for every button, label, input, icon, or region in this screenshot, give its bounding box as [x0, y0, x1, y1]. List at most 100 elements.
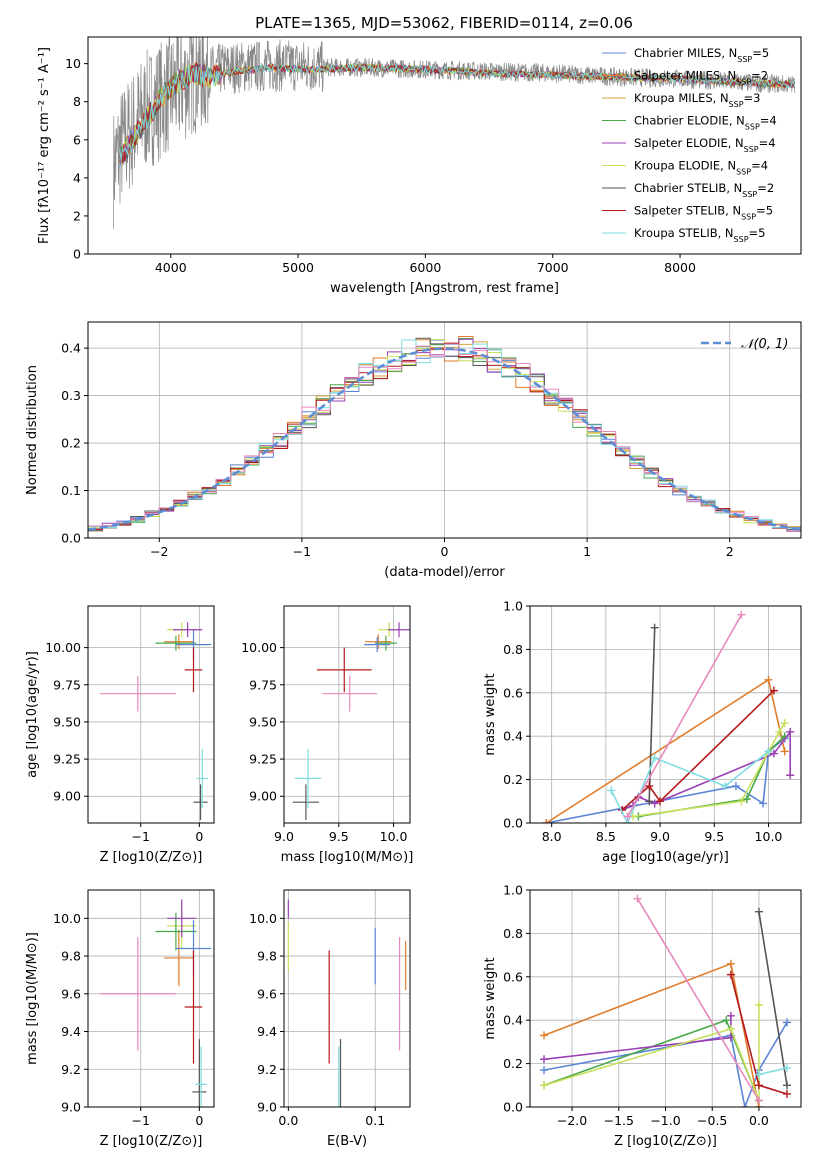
legend-label: Kroupa STELIB, NSSP=5 [634, 226, 765, 244]
weight-line [758, 1067, 788, 1076]
plus-marker [645, 782, 654, 791]
plus-marker [786, 771, 795, 780]
y-tick-label: 0.4 [503, 729, 523, 744]
weight-line [543, 1005, 760, 1101]
y-tick-label: 1.0 [503, 883, 523, 898]
x-tick-label: 9.0 [650, 829, 670, 844]
x-axis-label: mass [log10(M/M⊙)] [281, 850, 414, 865]
x-tick-label: 2 [726, 544, 734, 559]
axes-frame [87, 889, 215, 1108]
error-point [167, 899, 197, 938]
error-point [164, 929, 194, 987]
axes-frame [87, 605, 215, 824]
y-tick-label: 10.0 [53, 911, 81, 926]
x-tick-label: 9.5 [329, 829, 349, 844]
panel-age_vs_Z: −1 0 9.00 9.25 9.50 9.75 10.00 Z [log10(Z/Z⊙)] a… [25, 605, 215, 865]
plus-marker [782, 1089, 791, 1098]
panel-age_vs_mass: 9.0 9.5 10.0 9.00 9.25 9.50 9.75 10.00 mass [log… [241, 605, 414, 865]
plus-marker [754, 907, 763, 916]
y-axis-label: mass weight [483, 957, 498, 1039]
axes-frame [529, 605, 802, 824]
x-tick-label: −0.5 [697, 1113, 727, 1128]
x-tick-label: −1 [132, 829, 150, 844]
y-tick-label: 9.4 [61, 1024, 81, 1039]
plot-area [287, 899, 407, 1107]
panel-residuals: −2 −1 0 1 2 0.0 0.1 0.2 0.3 0.4 (data-model)/error… [25, 321, 802, 580]
legend-label: Salpeter STELIB, NSSP=5 [634, 204, 773, 222]
legend-label: Chabrier ELODIE, NSSP=4 [634, 114, 777, 132]
plus-marker [780, 747, 789, 756]
error-point [193, 784, 208, 821]
x-tick-label: 0.1 [365, 1113, 385, 1128]
panel-weight_vs_age: 8.0 8.5 9.0 9.5 10.0 0.0 0.2 0.4 0.6 0.8 1.0 age [l… [483, 599, 802, 865]
x-tick-label: −1.5 [604, 1113, 634, 1128]
legend-label: Salpeter ELODIE, NSSP=4 [634, 136, 776, 154]
plus-marker [782, 1081, 791, 1090]
weight-line [546, 737, 786, 823]
x-tick-label: 0.0 [749, 1113, 769, 1128]
plus-marker [607, 786, 616, 795]
y-tick-label: 9.75 [249, 677, 277, 692]
y-tick-label: 8 [73, 94, 81, 109]
plus-marker [721, 782, 730, 791]
plus-marker [764, 747, 773, 756]
y-axis-label: Flux [fλ10⁻¹⁷ erg cm⁻² s⁻¹ A⁻¹] [37, 47, 52, 244]
plus-marker [650, 753, 659, 762]
plot-area [99, 899, 212, 1107]
figure-title: PLATE=1365, MJD=53062, FIBERID=0114, z=0… [255, 14, 633, 32]
y-tick-label: 0.6 [503, 969, 523, 984]
error-point [195, 1046, 207, 1107]
y-tick-label: 9.50 [53, 714, 81, 729]
weight-line [621, 690, 775, 811]
x-tick-label: 0.0 [278, 1113, 298, 1128]
x-tick-label: 0 [441, 544, 449, 559]
plus-marker [769, 686, 778, 695]
y-tick-label: 0.0 [61, 531, 81, 546]
legend-label: Kroupa ELODIE, NSSP=4 [634, 159, 768, 177]
y-tick-label: 0.8 [503, 642, 523, 657]
plus-marker [650, 623, 659, 632]
x-tick-label: 1 [583, 544, 591, 559]
plus-marker [726, 959, 735, 968]
plus-marker [650, 799, 659, 808]
x-tick-label: 0 [195, 1113, 203, 1128]
error-point [192, 1039, 207, 1107]
x-tick-label: 7000 [537, 260, 569, 275]
weight-line [545, 678, 786, 823]
error-point [316, 647, 372, 693]
y-tick-label: 9.8 [257, 949, 277, 964]
x-axis-label: wavelength [Angstrom, rest frame] [330, 281, 559, 296]
y-tick-label: 1.0 [503, 599, 523, 614]
y-tick-label: 9.00 [53, 789, 81, 804]
axes-frame [87, 321, 802, 539]
y-tick-label: 10.00 [45, 640, 81, 655]
weight-line [610, 750, 769, 823]
x-tick-label: 0 [195, 829, 203, 844]
plot-area [88, 336, 801, 532]
y-tick-label: 0.0 [503, 816, 523, 831]
y-tick-label: 9.00 [249, 789, 277, 804]
y-tick-label: 9.8 [61, 949, 81, 964]
y-tick-label: 6 [73, 132, 81, 147]
x-axis-label: age [log10(age/yr)] [602, 850, 729, 865]
plot-area [540, 894, 791, 1107]
y-tick-label: 0.3 [61, 388, 81, 403]
plus-marker [754, 1096, 763, 1105]
x-tick-label: 10.0 [755, 829, 783, 844]
y-tick-label: 10.0 [249, 911, 277, 926]
y-tick-label: 9.25 [249, 752, 277, 767]
y-tick-label: 0.2 [503, 772, 523, 787]
plus-marker [633, 894, 642, 903]
y-tick-label: 9.6 [61, 986, 81, 1001]
y-axis-label: mass weight [483, 673, 498, 755]
y-tick-label: 10 [65, 56, 81, 71]
x-tick-label: 8.5 [596, 829, 616, 844]
plus-marker [542, 819, 551, 823]
x-tick-label: −1.0 [650, 1113, 680, 1128]
weight-line [758, 911, 788, 1086]
plus-marker [731, 782, 740, 791]
weight-line [636, 898, 760, 1101]
error-point [184, 950, 203, 1064]
y-tick-label: 0.6 [503, 685, 523, 700]
y-tick-label: 0.4 [503, 1013, 523, 1028]
